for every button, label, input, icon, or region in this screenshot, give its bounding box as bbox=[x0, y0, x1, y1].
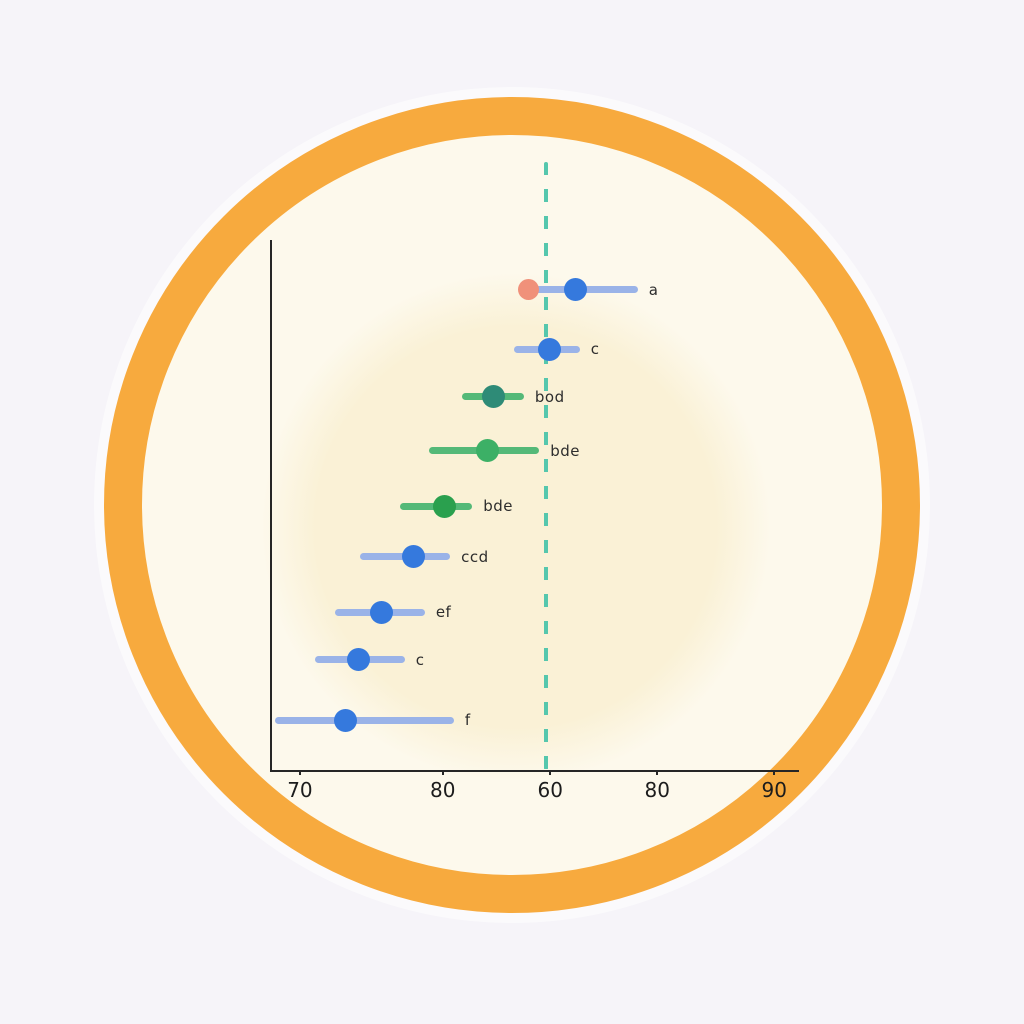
data-point bbox=[334, 708, 358, 732]
secondary-data-point bbox=[517, 279, 539, 301]
data-point bbox=[369, 600, 393, 624]
data-point bbox=[433, 494, 457, 518]
x-tick-label: 80 bbox=[644, 778, 670, 802]
ci-line bbox=[275, 716, 454, 724]
x-tick-label: 90 bbox=[761, 778, 787, 802]
data-point bbox=[482, 385, 506, 409]
plot-area: a c bod bde bde ccd ef c f 70 80 60 80 90 bbox=[270, 240, 799, 802]
x-tick-mark bbox=[441, 770, 444, 775]
x-tick-mark bbox=[549, 770, 552, 775]
row-label: a bbox=[648, 280, 659, 299]
x-tick-mark bbox=[773, 770, 776, 775]
plate-inner-glow bbox=[142, 135, 882, 875]
data-point bbox=[537, 337, 561, 361]
row-label: c bbox=[415, 650, 425, 669]
data-point bbox=[347, 648, 371, 672]
row-label: bde bbox=[550, 441, 580, 460]
row-label: c bbox=[590, 340, 600, 359]
x-tick-label: 70 bbox=[287, 778, 313, 802]
row-label: f bbox=[464, 711, 471, 730]
x-tick-label: 80 bbox=[430, 778, 456, 802]
x-tick-mark bbox=[656, 770, 659, 775]
data-point bbox=[475, 439, 499, 463]
data-point bbox=[563, 278, 587, 302]
x-tick-mark bbox=[298, 770, 301, 775]
row-label: bde bbox=[483, 497, 514, 516]
data-point bbox=[401, 545, 425, 569]
x-tick-label: 60 bbox=[537, 778, 563, 802]
row-label: ef bbox=[435, 603, 452, 622]
reference-dashed-line bbox=[544, 162, 548, 770]
row-label: bod bbox=[534, 387, 565, 406]
row-label: ccd bbox=[461, 547, 489, 566]
